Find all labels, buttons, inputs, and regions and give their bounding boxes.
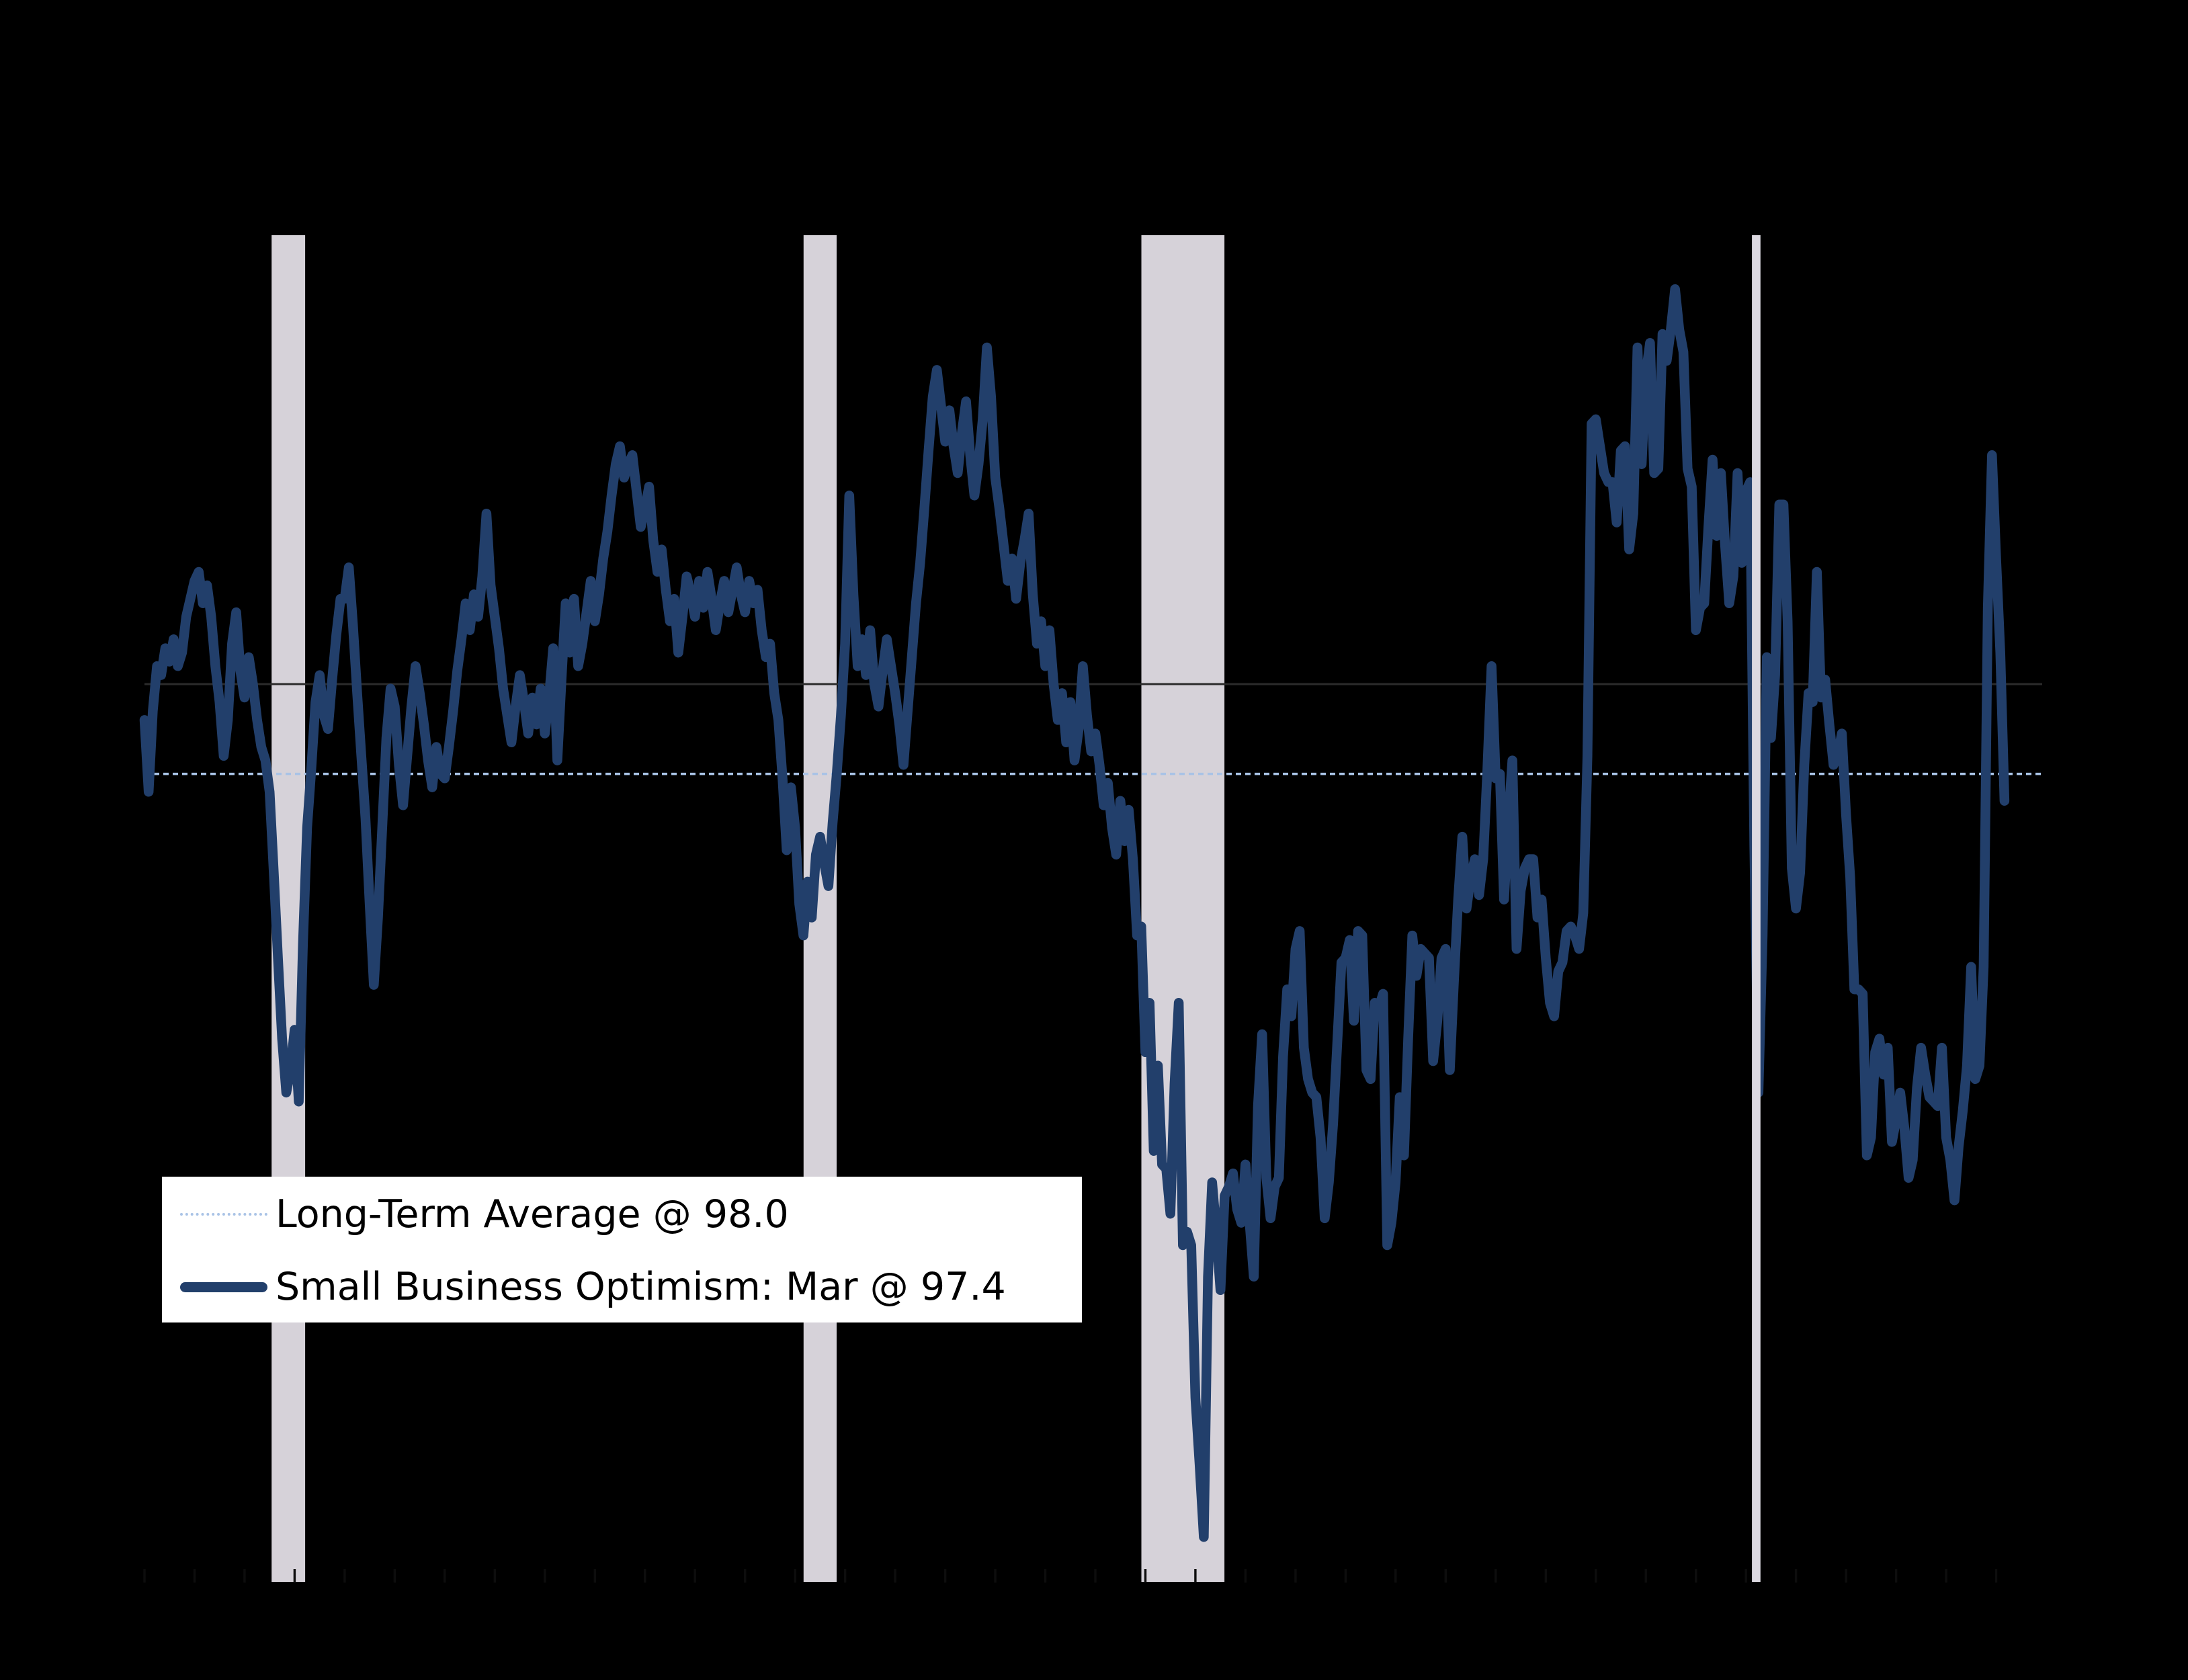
x-axis-year-tick (994, 1569, 997, 1583)
x-axis-year-tick (1495, 1569, 1497, 1583)
x-axis-year-tick (1994, 1569, 1998, 1583)
x-axis-year-tick (1544, 1569, 1547, 1583)
x-axis-year-tick (1695, 1569, 1697, 1583)
legend: Long-Term Average @ 98.0 Small Business … (162, 1177, 1082, 1322)
x-axis-year-tick (1144, 1569, 1147, 1583)
recession-band (1752, 235, 1761, 1582)
x-axis-year-tick (544, 1569, 546, 1583)
x-axis-year-tick (1644, 1569, 1647, 1583)
legend-item-long-term-average: Long-Term Average @ 98.0 (162, 1187, 1082, 1241)
x-axis-year-tick (744, 1569, 747, 1583)
x-axis-year-tick (593, 1569, 596, 1583)
x-axis-year-tick (1794, 1569, 1798, 1583)
x-axis-year-tick (193, 1569, 196, 1583)
x-axis-year-tick (1044, 1569, 1047, 1583)
recession-band (1141, 235, 1225, 1582)
x-axis-year-tick (1894, 1569, 1898, 1583)
x-axis-year-tick (1244, 1569, 1247, 1583)
x-axis-year-tick (1744, 1569, 1747, 1583)
x-axis-year-tick (444, 1569, 446, 1583)
x-axis-year-tick (1194, 1569, 1197, 1583)
x-axis-year-tick (143, 1569, 146, 1583)
x-axis-year-tick (1845, 1569, 1847, 1583)
x-axis-year-tick (894, 1569, 896, 1583)
x-axis-year-tick (1444, 1569, 1447, 1583)
x-axis-year-tick (393, 1569, 396, 1583)
legend-label-long-term-average: Long-Term Average @ 98.0 (276, 1192, 789, 1236)
x-axis-year-tick (493, 1569, 496, 1583)
legend-label-small-business-optimism: Small Business Optimism: Mar @ 97.4 (276, 1265, 1006, 1309)
x-axis-year-tick (343, 1569, 346, 1583)
average-line-sample-icon (180, 1213, 267, 1216)
x-axis-year-tick (943, 1569, 947, 1583)
x-axis-year-tick (1094, 1569, 1097, 1583)
x-axis-year-tick (693, 1569, 696, 1583)
x-axis-year-tick (1294, 1569, 1297, 1583)
x-axis-year-tick (1344, 1569, 1347, 1583)
x-axis-year-tick (1945, 1569, 1947, 1583)
optimism-line (139, 284, 2010, 1542)
optimism-line-sample-icon (180, 1282, 267, 1292)
x-axis-year-tick (644, 1569, 646, 1583)
x-axis-year-tick (794, 1569, 796, 1583)
x-axis-year-tick (243, 1569, 246, 1583)
x-axis-year-tick (1394, 1569, 1397, 1583)
legend-item-small-business-optimism: Small Business Optimism: Mar @ 97.4 (162, 1260, 1082, 1314)
x-axis-year-tick (843, 1569, 847, 1583)
x-axis-year-tick (293, 1569, 296, 1583)
x-axis-year-tick (1595, 1569, 1597, 1583)
